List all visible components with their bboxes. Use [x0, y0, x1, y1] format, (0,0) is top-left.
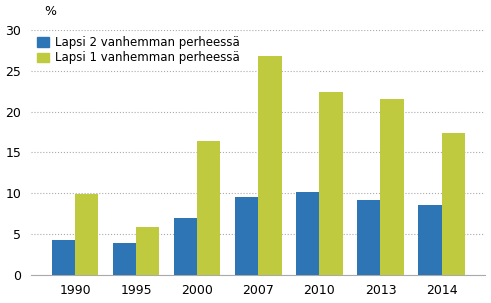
Bar	[75, 194, 98, 275]
Bar	[319, 92, 343, 275]
Bar	[113, 243, 136, 275]
Bar	[418, 205, 441, 275]
Text: %: %	[45, 5, 56, 18]
Bar	[136, 227, 159, 275]
Bar	[197, 141, 220, 275]
Bar	[357, 200, 381, 275]
Bar	[174, 218, 197, 275]
Bar	[441, 133, 465, 275]
Bar	[381, 99, 404, 275]
Bar	[296, 192, 319, 275]
Legend: Lapsi 2 vanhemman perheessä, Lapsi 1 vanhemman perheessä: Lapsi 2 vanhemman perheessä, Lapsi 1 van…	[37, 36, 240, 65]
Bar	[52, 241, 75, 275]
Bar	[235, 197, 258, 275]
Bar	[258, 56, 281, 275]
